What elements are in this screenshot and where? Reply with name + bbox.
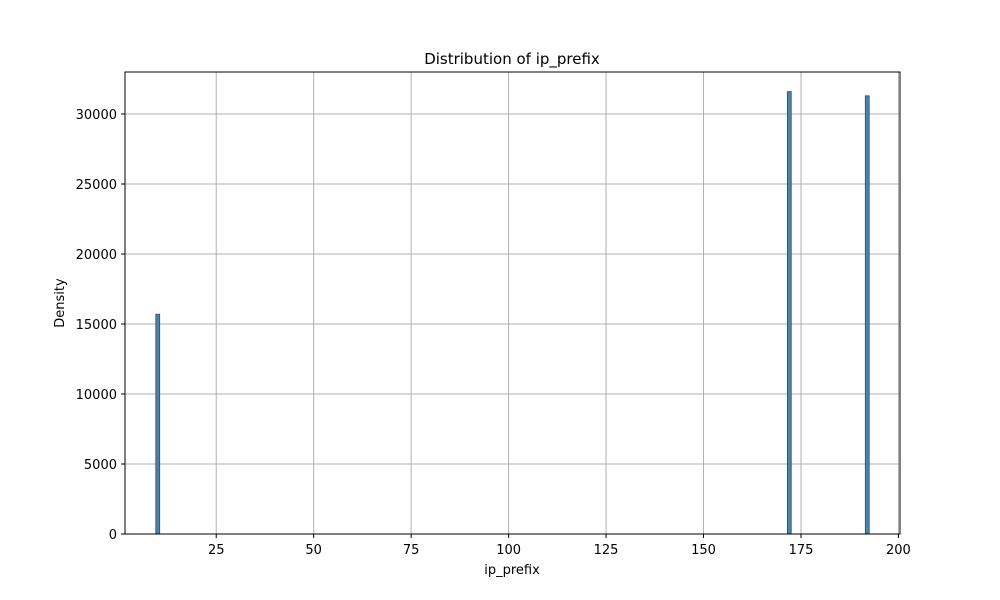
x-tick-label: 125 bbox=[594, 543, 619, 558]
x-tick-label: 75 bbox=[403, 543, 420, 558]
chart-title: Distribution of ip_prefix bbox=[424, 50, 600, 69]
y-axis-ticks: 0 5000 10000 15000 20000 25000 30000 bbox=[76, 108, 125, 543]
histogram-bar bbox=[864, 95, 870, 535]
y-axis-label: Density bbox=[53, 278, 68, 328]
x-tick-label: 25 bbox=[208, 543, 225, 558]
y-tick-label: 0 bbox=[109, 528, 117, 543]
y-tick-label: 15000 bbox=[76, 318, 117, 333]
grid bbox=[125, 72, 900, 535]
x-tick-label: 100 bbox=[496, 543, 521, 558]
x-tick-label: 200 bbox=[886, 543, 911, 558]
x-tick-label: 175 bbox=[789, 543, 814, 558]
x-axis-ticks: 25 50 75 100 125 150 175 200 bbox=[208, 534, 911, 558]
y-tick-label: 30000 bbox=[76, 108, 117, 123]
histogram-bar bbox=[786, 91, 792, 535]
x-tick-label: 50 bbox=[305, 543, 322, 558]
y-tick-label: 20000 bbox=[76, 248, 117, 263]
x-axis-label: ip_prefix bbox=[484, 563, 540, 578]
x-tick-label: 150 bbox=[691, 543, 716, 558]
y-tick-label: 5000 bbox=[84, 458, 117, 473]
plot-frame bbox=[124, 71, 901, 535]
histogram-bar bbox=[155, 313, 161, 535]
y-tick-label: 10000 bbox=[76, 388, 117, 403]
y-tick-label: 25000 bbox=[76, 178, 117, 193]
